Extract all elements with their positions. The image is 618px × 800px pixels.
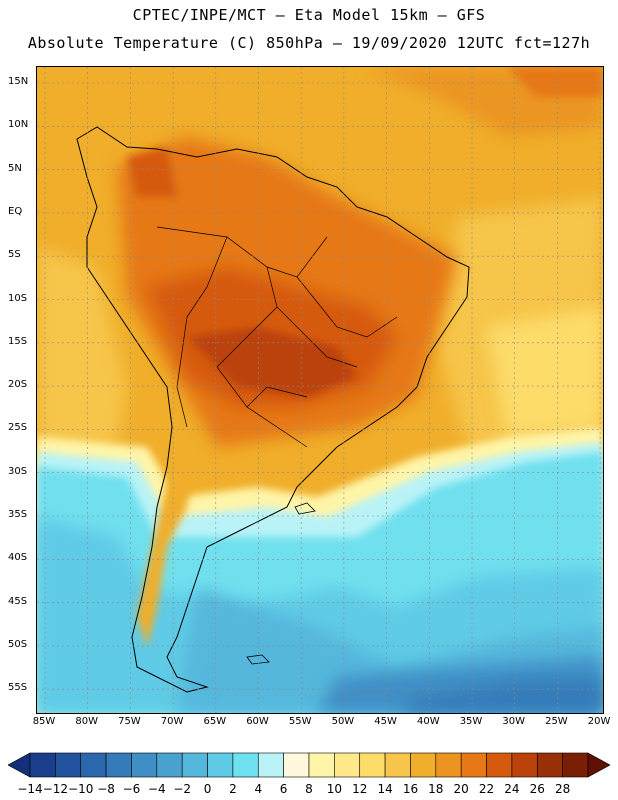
scale-tick-label: 4: [254, 782, 263, 796]
field-atlantic-cool: [487, 307, 603, 437]
scale-tick-label: 18: [428, 782, 444, 796]
color-scale: [8, 752, 610, 778]
lat-tick-label: EQ: [8, 205, 23, 217]
scale-swatch: [131, 752, 158, 778]
scale-tick-label: 6: [279, 782, 288, 796]
lon-tick-label: 30W: [502, 716, 525, 727]
scale-swatch: [536, 752, 563, 778]
scale-tick-label: −14: [17, 782, 43, 796]
lon-tick-label: 35W: [459, 716, 483, 727]
scale-tick-label: −8: [97, 782, 115, 796]
lon-tick-label: 65W: [203, 716, 227, 727]
temperature-map: [37, 67, 603, 713]
scale-tick-label: 14: [377, 782, 393, 796]
scale-swatch: [156, 752, 183, 778]
lon-tick-label: 25W: [545, 716, 568, 727]
map-subtitle: Absolute Temperature (C) 850hPa – 19/09/…: [27, 34, 591, 52]
lon-tick-label: 55W: [288, 716, 312, 727]
islands: [246, 502, 316, 665]
country-borders: [156, 226, 398, 448]
scale-tick-label: 10: [326, 782, 342, 796]
scale-tick-label: −12: [42, 782, 69, 796]
lon-tick-label: 75W: [118, 716, 141, 727]
field-coldest-3: [397, 679, 603, 713]
map-frame: [36, 66, 604, 714]
field-pacific-mild: [37, 247, 127, 457]
field-andes: [137, 437, 197, 647]
lon-tick-label: 70W: [160, 716, 184, 727]
scale-swatch: [257, 752, 284, 778]
lat-tick-label: 45S: [8, 595, 28, 607]
scale-tick-label: 16: [402, 782, 419, 796]
lat-tick-label: 10S: [8, 292, 28, 304]
scale-swatch: [29, 752, 56, 778]
lat-lon-grid: [37, 67, 603, 713]
scale-under-arrow: [8, 752, 31, 778]
scale-tick-label: 28: [554, 782, 571, 796]
scale-swatch: [334, 752, 361, 778]
scale-tick-label: −6: [122, 782, 141, 796]
map-title: CPTEC/INPE/MCT – Eta Model 15km – GFS: [132, 6, 486, 24]
scale-tick-label: 22: [478, 782, 495, 796]
scale-over-arrow: [587, 752, 610, 778]
lat-tick-label: 15N: [8, 76, 29, 87]
lat-tick-label: 20S: [8, 379, 28, 391]
scale-swatch: [562, 752, 589, 778]
scale-tick-label: 2: [229, 782, 237, 796]
lon-tick-label: 50W: [331, 716, 355, 727]
scale-swatch: [435, 752, 462, 778]
field-north-hot: [507, 67, 603, 97]
scale-swatch: [460, 752, 487, 778]
scale-swatch: [511, 752, 538, 778]
scale-tick-label: 0: [203, 782, 212, 796]
lon-tick-label: 45W: [374, 716, 397, 727]
lat-tick-label: 30S: [8, 465, 28, 477]
lat-tick-label: 15S: [8, 335, 28, 347]
lat-tick-label: 35S: [8, 509, 28, 520]
scale-swatch: [410, 752, 437, 778]
lat-tick-label: 50S: [8, 638, 28, 650]
lat-tick-label: 40S: [8, 552, 28, 564]
lat-tick-label: 55S: [8, 682, 28, 694]
lat-tick-label: 5S: [8, 249, 21, 261]
lat-tick-label: 10N: [8, 119, 29, 131]
lon-tick-label: 80W: [75, 716, 98, 727]
scale-tick-label: 24: [504, 782, 520, 796]
scale-tick-label: 20: [453, 782, 469, 796]
lat-tick-label: 25S: [8, 422, 28, 434]
scale-swatch: [55, 752, 82, 778]
scale-swatch: [486, 752, 513, 778]
lon-tick-label: 60W: [246, 716, 269, 727]
scale-swatch: [80, 752, 107, 778]
field-colombia-hot: [127, 147, 177, 197]
scale-tick-label: 26: [529, 782, 545, 796]
scale-swatch: [105, 752, 132, 778]
scale-tick-label: −2: [173, 782, 192, 796]
coastline: [76, 126, 470, 693]
scale-swatch: [207, 752, 234, 778]
scale-swatch: [283, 752, 310, 778]
lon-tick-label: 85W: [32, 716, 56, 727]
scale-tick-label: −4: [147, 782, 166, 796]
lon-tick-label: 40W: [416, 716, 440, 727]
lat-tick-label: 5N: [8, 162, 22, 174]
scale-tick-label: 8: [305, 782, 313, 796]
scale-tick-label: 12: [352, 782, 368, 796]
scale-tick-label: −10: [68, 782, 94, 796]
scale-swatch: [359, 752, 386, 778]
scale-swatch: [384, 752, 411, 778]
scale-swatch: [308, 752, 335, 778]
scale-swatch: [181, 752, 208, 778]
scale-swatch: [232, 752, 259, 778]
lon-tick-label: 20W: [587, 716, 611, 727]
